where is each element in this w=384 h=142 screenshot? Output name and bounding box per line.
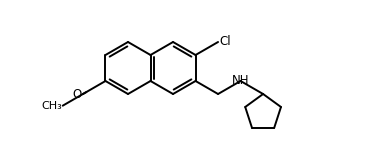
Text: O: O <box>73 87 82 101</box>
Text: CH₃: CH₃ <box>41 101 62 111</box>
Text: NH: NH <box>232 74 249 86</box>
Text: Cl: Cl <box>219 36 231 49</box>
